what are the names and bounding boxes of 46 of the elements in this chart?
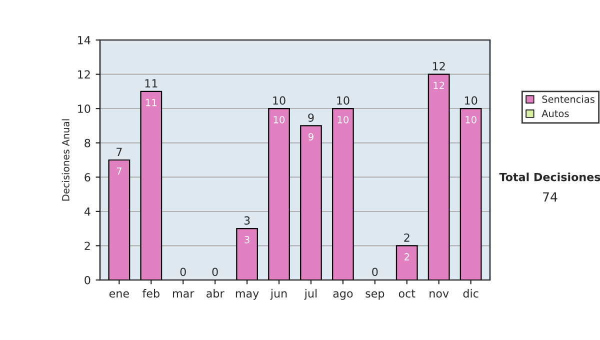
total-label: 7 (116, 148, 122, 156)
data-label: 10 (338, 116, 348, 124)
x-tick-label: may (236, 291, 259, 300)
x-tick-label: dic (463, 289, 478, 298)
text: 74 (543, 192, 558, 202)
data-label: 11 (146, 98, 156, 106)
x-tick-label: feb (142, 289, 160, 298)
data-label: 10 (274, 116, 285, 124)
total-label: 9 (308, 113, 314, 122)
legend-label: Autos (542, 110, 569, 118)
y-tick-label: 8 (84, 138, 90, 148)
text: Total Decisiones (499, 172, 600, 182)
total-label: 10 (464, 96, 478, 105)
total-label: 10 (337, 96, 350, 105)
x-tick-label: mar (173, 291, 194, 298)
x-tick-label: nov (430, 291, 449, 298)
legend-label: Sentencias (542, 95, 594, 103)
x-tick-label: jun (270, 289, 287, 300)
x-tick-label: ene (109, 291, 129, 298)
total-label: 11 (145, 79, 158, 88)
x-tick-label: ago (333, 291, 353, 300)
y-tick-label: 14 (78, 36, 90, 44)
total-label: 10 (273, 96, 286, 105)
y-tick-label: 6 (84, 173, 90, 182)
x-tick-label: jul (304, 289, 317, 300)
total-label: 0 (180, 268, 186, 276)
total-label: 3 (244, 216, 250, 225)
y-tick-label: 0 (84, 276, 90, 284)
total-label: 12 (433, 62, 445, 70)
data-label: 10 (466, 116, 476, 124)
y-axis-title: Decisiones Anual (62, 119, 70, 201)
y-tick-label: 4 (84, 208, 90, 216)
data-label: 3 (244, 236, 250, 244)
data-label: 9 (308, 133, 314, 140)
data-label: 12 (434, 82, 444, 89)
total-label: 2 (404, 233, 410, 242)
y-tick-label: 10 (78, 104, 90, 113)
total-label: 0 (212, 268, 218, 276)
data-label: 2 (404, 253, 410, 260)
y-tick-label: 2 (84, 242, 90, 250)
x-tick-label: abr (206, 289, 224, 298)
total-label: 0 (372, 268, 378, 276)
x-tick-label: oct (398, 290, 416, 298)
x-tick-label: sep (366, 291, 384, 300)
y-tick-label: 12 (78, 70, 90, 79)
data-label: 7 (116, 168, 122, 175)
